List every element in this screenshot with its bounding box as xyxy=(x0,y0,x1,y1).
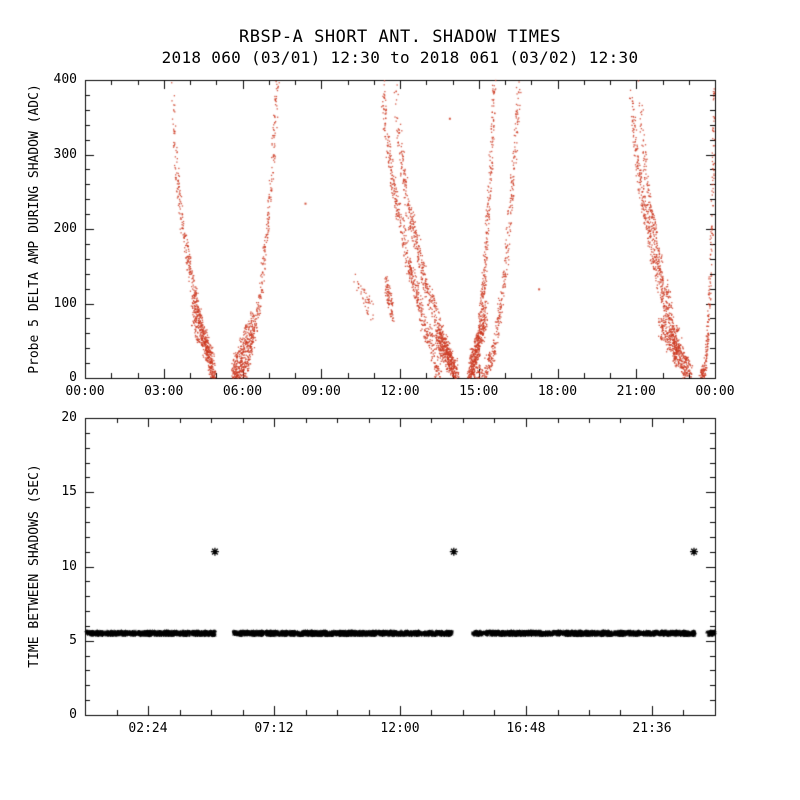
x-tick-label: 18:00 xyxy=(537,384,578,399)
y-tick-label: 0 xyxy=(69,370,77,385)
x-tick-label: 06:00 xyxy=(222,384,263,399)
x-tick-label: 12:00 xyxy=(380,721,420,736)
y-tick-label: 20 xyxy=(61,410,77,425)
y-axis-label-top-panel: Probe 5 DELTA AMP DURING SHADOW (ADC) xyxy=(27,84,42,374)
x-tick-label: 16:48 xyxy=(506,721,546,736)
x-tick-label: 07:12 xyxy=(254,721,294,736)
chart-title: RBSP-A SHORT ANT. SHADOW TIMES xyxy=(238,27,562,47)
x-tick-label: 02:24 xyxy=(128,721,168,736)
x-tick-label: 21:36 xyxy=(632,721,672,736)
x-tick-label: 00:00 xyxy=(695,384,735,399)
y-tick-label: 100 xyxy=(53,295,77,311)
x-tick-label: 09:00 xyxy=(301,384,341,399)
y-tick-label: 15 xyxy=(61,484,77,500)
y-tick-label: 0 xyxy=(69,707,77,722)
y-tick-label: 400 xyxy=(53,72,77,87)
chart-subtitle: 2018 060 (03/01) 12:30 to 2018 061 (03/0… xyxy=(161,48,639,67)
y-tick-label: 200 xyxy=(53,221,77,236)
y-tick-label: 5 xyxy=(69,632,77,648)
x-tick-label: 03:00 xyxy=(144,384,184,399)
y-tick-label: 300 xyxy=(53,146,77,162)
y-axis-label-bottom-panel: TIME BETWEEN SHADOWS (SEC) xyxy=(27,464,42,668)
y-tick-label: 10 xyxy=(61,558,77,574)
x-tick-label: 15:00 xyxy=(459,384,499,399)
x-tick-label: 12:00 xyxy=(380,384,420,399)
x-tick-label: 00:00 xyxy=(65,384,105,399)
x-tick-label: 21:00 xyxy=(616,384,656,399)
